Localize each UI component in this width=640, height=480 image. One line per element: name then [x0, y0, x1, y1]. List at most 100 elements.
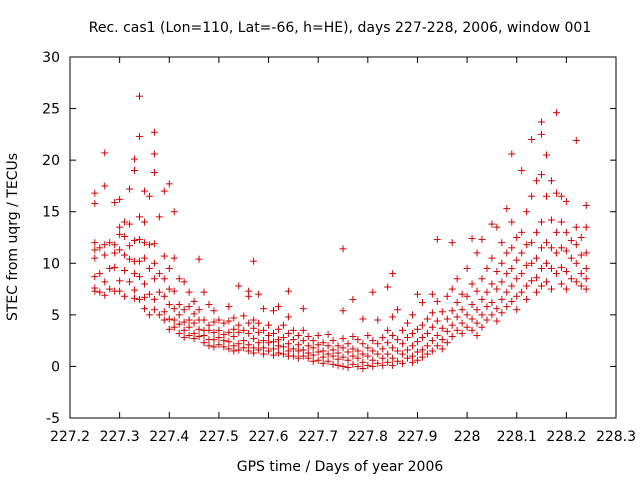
data-point	[562, 247, 570, 255]
data-point	[453, 326, 461, 334]
data-point	[384, 358, 392, 366]
data-point	[210, 328, 218, 336]
data-point	[523, 261, 531, 269]
data-point	[135, 236, 143, 244]
y-axis-ticks: -5 0 5 10 15 20 25 30	[42, 50, 616, 427]
data-point	[309, 357, 317, 365]
data-point	[562, 285, 570, 293]
data-point	[339, 344, 347, 352]
y-tick-label: 0	[51, 359, 60, 375]
data-point	[116, 223, 124, 231]
data-point	[140, 254, 148, 262]
data-point	[418, 353, 426, 361]
data-point	[279, 321, 287, 329]
data-point	[394, 357, 402, 365]
data-point	[225, 317, 233, 325]
data-point	[433, 236, 441, 244]
data-point	[210, 318, 218, 326]
data-point	[458, 290, 466, 298]
x-axis-ticks: 227.2 227.3 227.4 227.5 227.6 227.7 227.8 227.9…	[50, 57, 636, 445]
data-point	[150, 275, 158, 283]
data-point	[299, 326, 307, 334]
data-point	[493, 268, 501, 276]
data-point	[448, 239, 456, 247]
data-point	[538, 218, 546, 226]
data-point	[483, 303, 491, 311]
data-point	[235, 328, 243, 336]
data-point	[478, 295, 486, 303]
x-tick-label: 228.3	[596, 429, 636, 445]
data-point	[111, 263, 119, 271]
data-point	[572, 223, 580, 231]
data-point	[160, 252, 168, 260]
data-point	[379, 361, 387, 369]
data-point	[155, 311, 163, 319]
data-point	[101, 149, 109, 157]
data-point	[250, 316, 258, 324]
data-points	[91, 92, 590, 372]
data-point	[552, 228, 560, 236]
data-point	[483, 316, 491, 324]
data-point	[319, 353, 327, 361]
data-point	[473, 249, 481, 257]
data-point	[235, 282, 243, 290]
data-point	[235, 346, 243, 354]
data-point	[135, 92, 143, 100]
data-point	[121, 267, 129, 275]
data-point	[195, 306, 203, 314]
data-point	[121, 218, 129, 226]
data-point	[508, 297, 516, 305]
data-point	[220, 343, 228, 351]
data-point	[369, 347, 377, 355]
x-tick-label: 228.2	[546, 429, 586, 445]
data-point	[294, 347, 302, 355]
data-point	[91, 287, 99, 295]
data-point	[453, 275, 461, 283]
data-point	[200, 339, 208, 347]
data-point	[369, 356, 377, 364]
data-point	[289, 336, 297, 344]
data-point	[408, 329, 416, 337]
data-point	[265, 347, 273, 355]
data-point	[126, 185, 134, 193]
data-point	[145, 264, 153, 272]
data-point	[289, 352, 297, 360]
data-point	[557, 218, 565, 226]
data-point	[543, 278, 551, 286]
data-point	[384, 326, 392, 334]
data-point	[131, 286, 139, 294]
data-point	[364, 331, 372, 339]
data-point	[389, 331, 397, 339]
data-point	[523, 241, 531, 249]
data-point	[354, 362, 362, 370]
data-point	[428, 309, 436, 317]
data-point	[384, 283, 392, 291]
data-point	[260, 344, 268, 352]
data-point	[299, 346, 307, 354]
data-point	[121, 232, 129, 240]
data-point	[528, 136, 536, 144]
data-point	[190, 310, 198, 318]
data-point	[413, 348, 421, 356]
data-point	[116, 195, 124, 203]
data-point	[96, 270, 104, 278]
data-point	[458, 329, 466, 337]
data-point	[433, 297, 441, 305]
data-point	[91, 273, 99, 281]
data-point	[329, 352, 337, 360]
data-point	[255, 290, 263, 298]
data-point	[369, 337, 377, 345]
data-point	[518, 228, 526, 236]
data-point	[215, 326, 223, 334]
data-point	[399, 326, 407, 334]
data-point	[533, 288, 541, 296]
y-tick-label: 10	[42, 256, 60, 272]
data-point	[126, 255, 134, 263]
data-point	[230, 325, 238, 333]
data-point	[205, 342, 213, 350]
x-tick-label: 227.3	[100, 429, 140, 445]
data-point	[200, 316, 208, 324]
data-point	[369, 362, 377, 370]
data-point	[150, 295, 158, 303]
data-point	[503, 249, 511, 257]
